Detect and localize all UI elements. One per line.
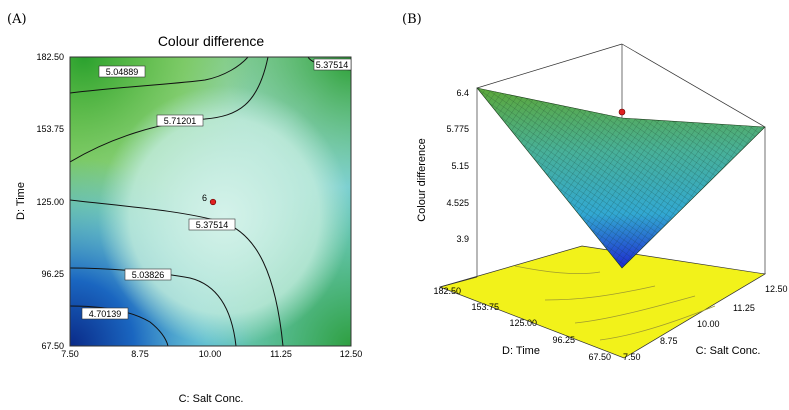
y-tick-label: 182.50 — [433, 286, 461, 296]
y-tick-label: 153.75 — [471, 302, 499, 312]
x-tick-label: 12.50 — [765, 284, 788, 294]
svg-text:5.37514: 5.37514 — [196, 220, 229, 230]
contour-line — [70, 57, 249, 94]
x-tick-labels: 7.50 8.75 10.00 11.25 12.50 — [61, 349, 362, 359]
z-tick-label: 4.525 — [446, 198, 469, 208]
y-tick-label: 67.50 — [588, 352, 611, 362]
contour-label: 5.04889 — [98, 65, 146, 78]
y-tick-labels: 182.50 153.75 125.00 96.25 67.50 — [433, 286, 611, 362]
svg-text:5.04889: 5.04889 — [106, 67, 139, 77]
z-axis-label: Colour difference — [416, 138, 428, 222]
floor-contours — [514, 265, 716, 341]
x-tick-label: 12.50 — [340, 349, 363, 359]
z-tick-label: 3.9 — [456, 234, 469, 244]
contour-label: 5.71201 — [156, 114, 204, 127]
y-tick-label: 153.75 — [36, 124, 64, 134]
contour-line — [70, 267, 237, 346]
contour-title: Colour difference — [158, 33, 265, 49]
svg-text:5.71201: 5.71201 — [164, 116, 197, 126]
contour-plot: Colour difference 5.04889 5.71201 5.3751… — [15, 33, 362, 405]
y-tick-labels: 67.50 96.25 125.00 153.75 182.50 — [36, 52, 64, 351]
contour-label: 5.37514 — [188, 218, 236, 231]
contour-line — [70, 57, 269, 163]
x-tick-label: 7.50 — [61, 349, 79, 359]
y-tick-label: 96.25 — [552, 335, 575, 345]
contour-label: 4.70139 — [81, 307, 129, 320]
y-tick-label: 67.50 — [41, 341, 64, 351]
z-tick-label: 5.775 — [446, 124, 469, 134]
x-axis-label: C: Salt Conc. — [696, 345, 761, 357]
y-axis-label: D: Time — [15, 182, 27, 220]
panel-b-label: (B) — [402, 12, 422, 27]
contour-line — [70, 305, 169, 346]
x-tick-label: 11.25 — [270, 349, 292, 359]
x-tick-labels: 7.50 8.75 10.00 11.25 12.50 — [623, 284, 788, 362]
y-tick-label: 125.00 — [509, 318, 537, 328]
x-tick-label: 10.00 — [199, 349, 222, 359]
x-tick-label: 11.25 — [733, 303, 755, 313]
surface-mesh — [477, 88, 765, 268]
svg-text:5.37514: 5.37514 — [316, 60, 349, 70]
y-axis-label: D: Time — [502, 345, 540, 357]
x-axis-label: C: Salt Conc. — [179, 393, 244, 405]
surface-plot: 3.9 4.525 5.15 5.775 6.4 Colour differen… — [416, 43, 788, 362]
x-tick-label: 10.00 — [697, 319, 720, 329]
y-tick-label: 182.50 — [36, 52, 64, 62]
z-tick-label: 5.15 — [451, 161, 469, 171]
contour-label: 5.37514 — [313, 58, 352, 71]
x-tick-label: 7.50 — [623, 352, 641, 362]
z-tick-label: 6.4 — [456, 88, 469, 98]
x-tick-label: 8.75 — [660, 336, 678, 346]
contour-label: 5.03826 — [124, 268, 172, 281]
x-tick-label: 8.75 — [131, 349, 149, 359]
svg-text:5.03826: 5.03826 — [132, 270, 165, 280]
y-tick-label: 96.25 — [41, 269, 64, 279]
y-tick-label: 125.00 — [36, 197, 64, 207]
svg-text:4.70139: 4.70139 — [89, 309, 122, 319]
center-point — [209, 198, 217, 206]
z-tick-labels: 3.9 4.525 5.15 5.775 6.4 — [446, 88, 469, 244]
center-point-label: 6 — [202, 193, 207, 203]
surface-design-point — [618, 108, 626, 116]
plot-frame — [69, 56, 352, 347]
panel-a-label: (A) — [7, 12, 27, 27]
